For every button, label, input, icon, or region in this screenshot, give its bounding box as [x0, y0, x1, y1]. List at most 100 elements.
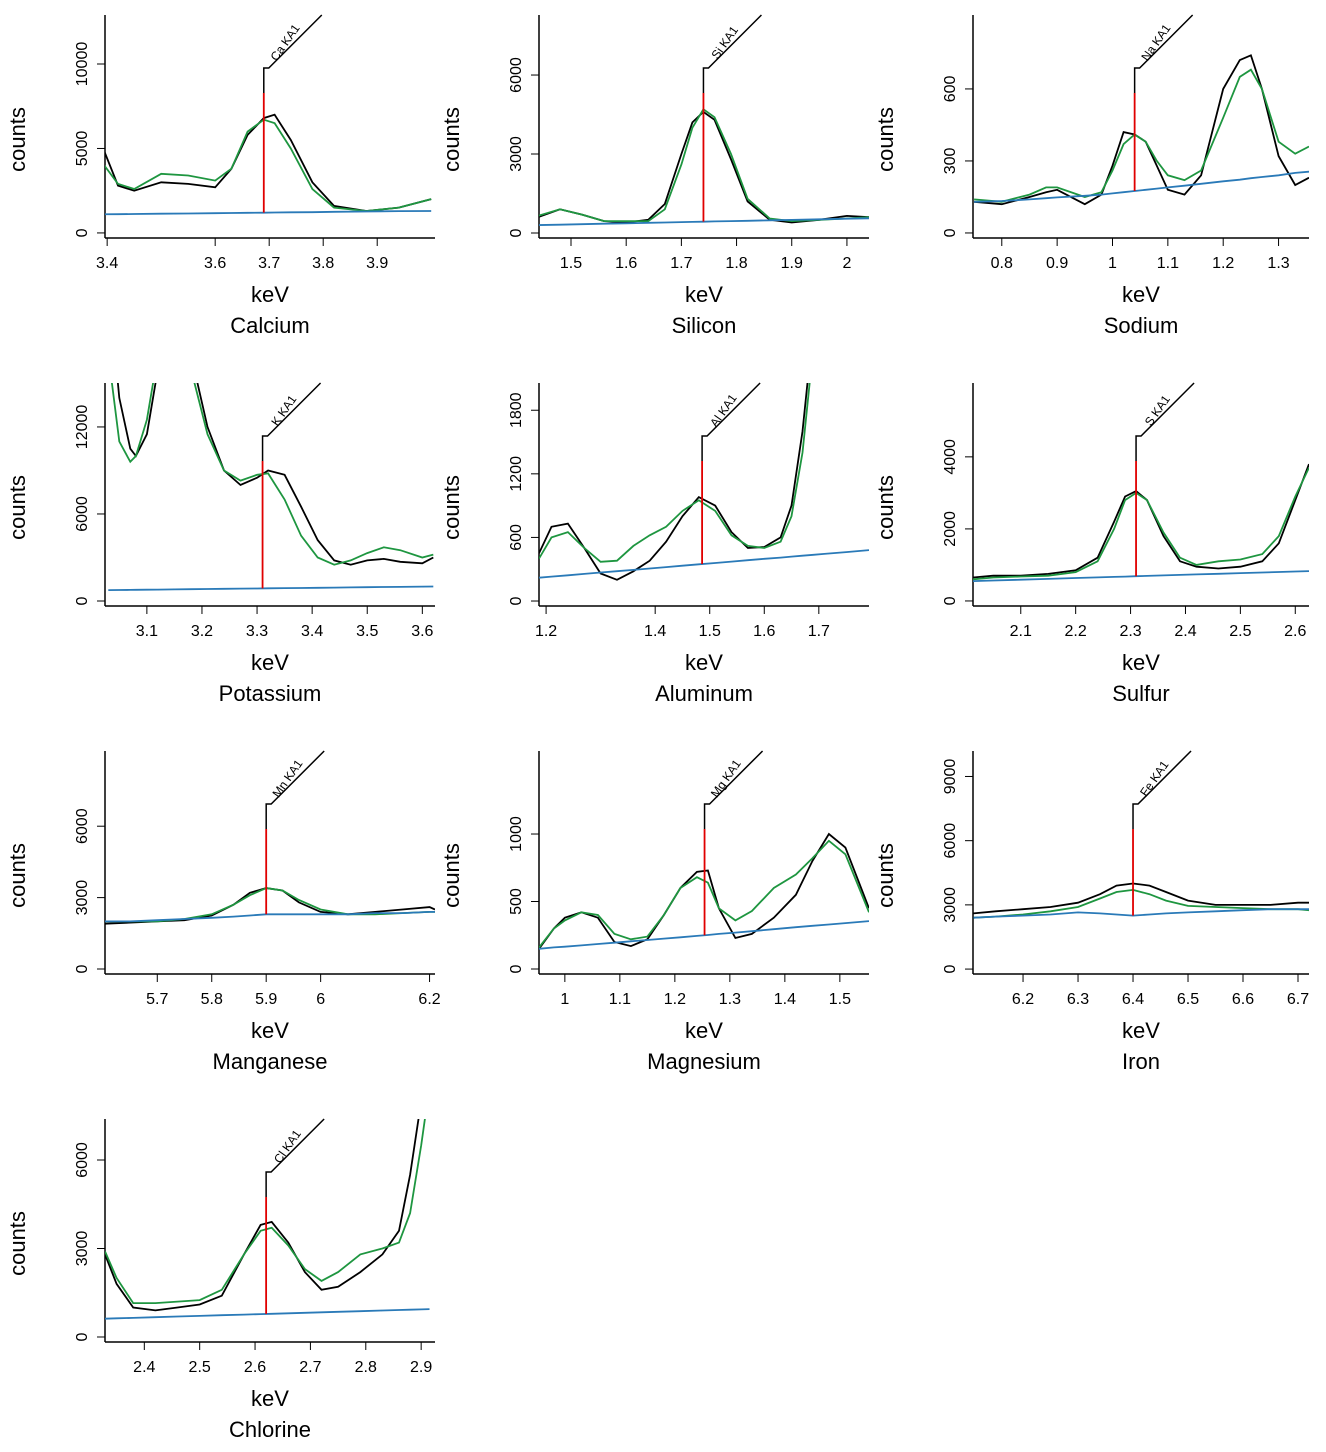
peak-label: S KA1 — [1142, 392, 1173, 428]
x-tick-label: 3.3 — [246, 623, 268, 640]
x-tick-label: 6 — [316, 991, 325, 1008]
x-tick-label: 2.4 — [133, 1359, 155, 1376]
x-axis-label: keV — [251, 1018, 289, 1043]
x-tick-label: 1.5 — [699, 623, 721, 640]
chart-title: Chlorine — [229, 1417, 311, 1442]
y-axis-label: counts — [873, 475, 898, 540]
x-tick-label: 1.5 — [560, 255, 582, 272]
plot-area — [539, 383, 869, 581]
peak-label: Mn KA1 — [270, 757, 306, 800]
x-tick-label: 6.3 — [1067, 991, 1089, 1008]
x-tick-label: 2 — [842, 255, 851, 272]
y-tick-label: 1800 — [508, 392, 525, 428]
y-tick-label: 600 — [942, 75, 959, 102]
x-tick-label: 3.5 — [356, 623, 378, 640]
x-tick-label: 1 — [1108, 255, 1117, 272]
x-tick-label: 6.2 — [1012, 991, 1034, 1008]
y-tick-label: 10000 — [74, 42, 91, 87]
x-axis-label: keV — [1122, 650, 1160, 675]
y-tick-label: 1200 — [508, 456, 525, 492]
y-axis-label: counts — [439, 107, 464, 172]
x-tick-label: 3.4 — [301, 623, 323, 640]
x-tick-label: 2.6 — [244, 1359, 266, 1376]
peak-leader — [261, 382, 322, 461]
chart-title: Potassium — [219, 681, 322, 706]
x-tick-label: 1.3 — [1267, 255, 1289, 272]
chart-panel: 0 3000 6000 5.7 5.8 5.9 6 6.2 keV Manganese counts… — [5, 750, 441, 1074]
spectrum-line — [974, 54, 1309, 206]
spectrum-line — [539, 920, 869, 950]
x-tick-label: 1.1 — [1157, 255, 1179, 272]
x-tick-label: 3.6 — [204, 255, 226, 272]
chart-panel: 0 3000 6000 9000 6.2 6.3 6.4 6.5 6.6 6.7 keV Iron co… — [873, 750, 1309, 1074]
spectrum-line — [111, 383, 434, 566]
x-tick-label: 0.9 — [1046, 255, 1068, 272]
spectrum-line — [105, 911, 435, 923]
spectrum-line — [105, 118, 432, 212]
y-tick-label: 0 — [74, 596, 91, 605]
x-axis-label: keV — [685, 1018, 723, 1043]
x-tick-label: 6.6 — [1232, 991, 1254, 1008]
x-tick-label: 1.2 — [664, 991, 686, 1008]
x-tick-label: 2.6 — [1284, 623, 1306, 640]
plot-area — [108, 383, 434, 591]
y-tick-label: 1000 — [508, 816, 525, 852]
spectrum-line — [105, 887, 435, 923]
spectrum-line — [539, 549, 869, 579]
spectrum-line — [105, 1308, 430, 1320]
y-tick-label: 5000 — [74, 131, 91, 167]
x-tick-label: 5.8 — [201, 991, 223, 1008]
y-tick-label: 600 — [508, 524, 525, 551]
y-axis-label: counts — [873, 843, 898, 908]
x-tick-label: 1.8 — [725, 255, 747, 272]
y-tick-label: 6000 — [74, 1142, 91, 1178]
x-tick-label: 3.2 — [191, 623, 213, 640]
x-tick-label: 2.7 — [299, 1359, 321, 1376]
peak-label: Al KA1 — [707, 391, 740, 429]
peak-label: Mg KA1 — [708, 757, 744, 800]
peak-leader — [263, 14, 323, 93]
peak-label: Na KA1 — [1138, 21, 1173, 63]
y-axis-label: counts — [5, 1211, 30, 1276]
y-axis-label: counts — [873, 107, 898, 172]
peak-leader — [1133, 14, 1194, 93]
y-tick-label: 6000 — [942, 823, 959, 859]
y-tick-label: 6000 — [74, 496, 91, 532]
x-axis-label: keV — [685, 650, 723, 675]
chart-panel: 0 6000 12000 3.1 3.2 3.3 3.4 3.5 3.6 keV Potassium… — [5, 382, 435, 706]
spectrum-line — [974, 68, 1309, 203]
x-axis-label: keV — [251, 282, 289, 307]
y-tick-label: 6000 — [508, 57, 525, 93]
peak-label: Cl KA1 — [271, 1127, 304, 1166]
plot-area — [105, 1119, 430, 1320]
x-tick-label: 1.3 — [719, 991, 741, 1008]
chart-title: Iron — [1122, 1049, 1160, 1074]
plot-area — [539, 108, 869, 226]
y-axis-label: counts — [439, 475, 464, 540]
y-tick-label: 0 — [942, 228, 959, 237]
y-tick-label: 0 — [508, 596, 525, 605]
spectrum-line — [539, 839, 869, 948]
y-tick-label: 3000 — [942, 887, 959, 923]
spectrum-line — [105, 1119, 426, 1304]
chart-title: Sodium — [1104, 313, 1179, 338]
chart-panel: 0 3000 6000 1.5 1.6 1.7 1.8 1.9 2 keV Silicon count… — [439, 14, 869, 338]
y-tick-label: 0 — [74, 1332, 91, 1341]
y-tick-label: 3000 — [74, 1231, 91, 1267]
x-tick-label: 3.8 — [312, 255, 334, 272]
y-tick-label: 0 — [942, 965, 959, 974]
spectrum-line — [973, 570, 1309, 582]
y-tick-label: 0 — [74, 228, 91, 237]
x-axis-label: keV — [685, 282, 723, 307]
chart-title: Silicon — [672, 313, 737, 338]
y-tick-label: 0 — [508, 964, 525, 973]
spectrum-line — [973, 463, 1309, 579]
x-tick-label: 1.7 — [670, 255, 692, 272]
plot-area — [974, 54, 1309, 206]
x-tick-label: 1.7 — [808, 623, 830, 640]
x-tick-label: 2.3 — [1119, 623, 1141, 640]
chart-title: Sulfur — [1112, 681, 1169, 706]
x-tick-label: 1.2 — [535, 623, 557, 640]
spectrum-line — [539, 108, 869, 223]
